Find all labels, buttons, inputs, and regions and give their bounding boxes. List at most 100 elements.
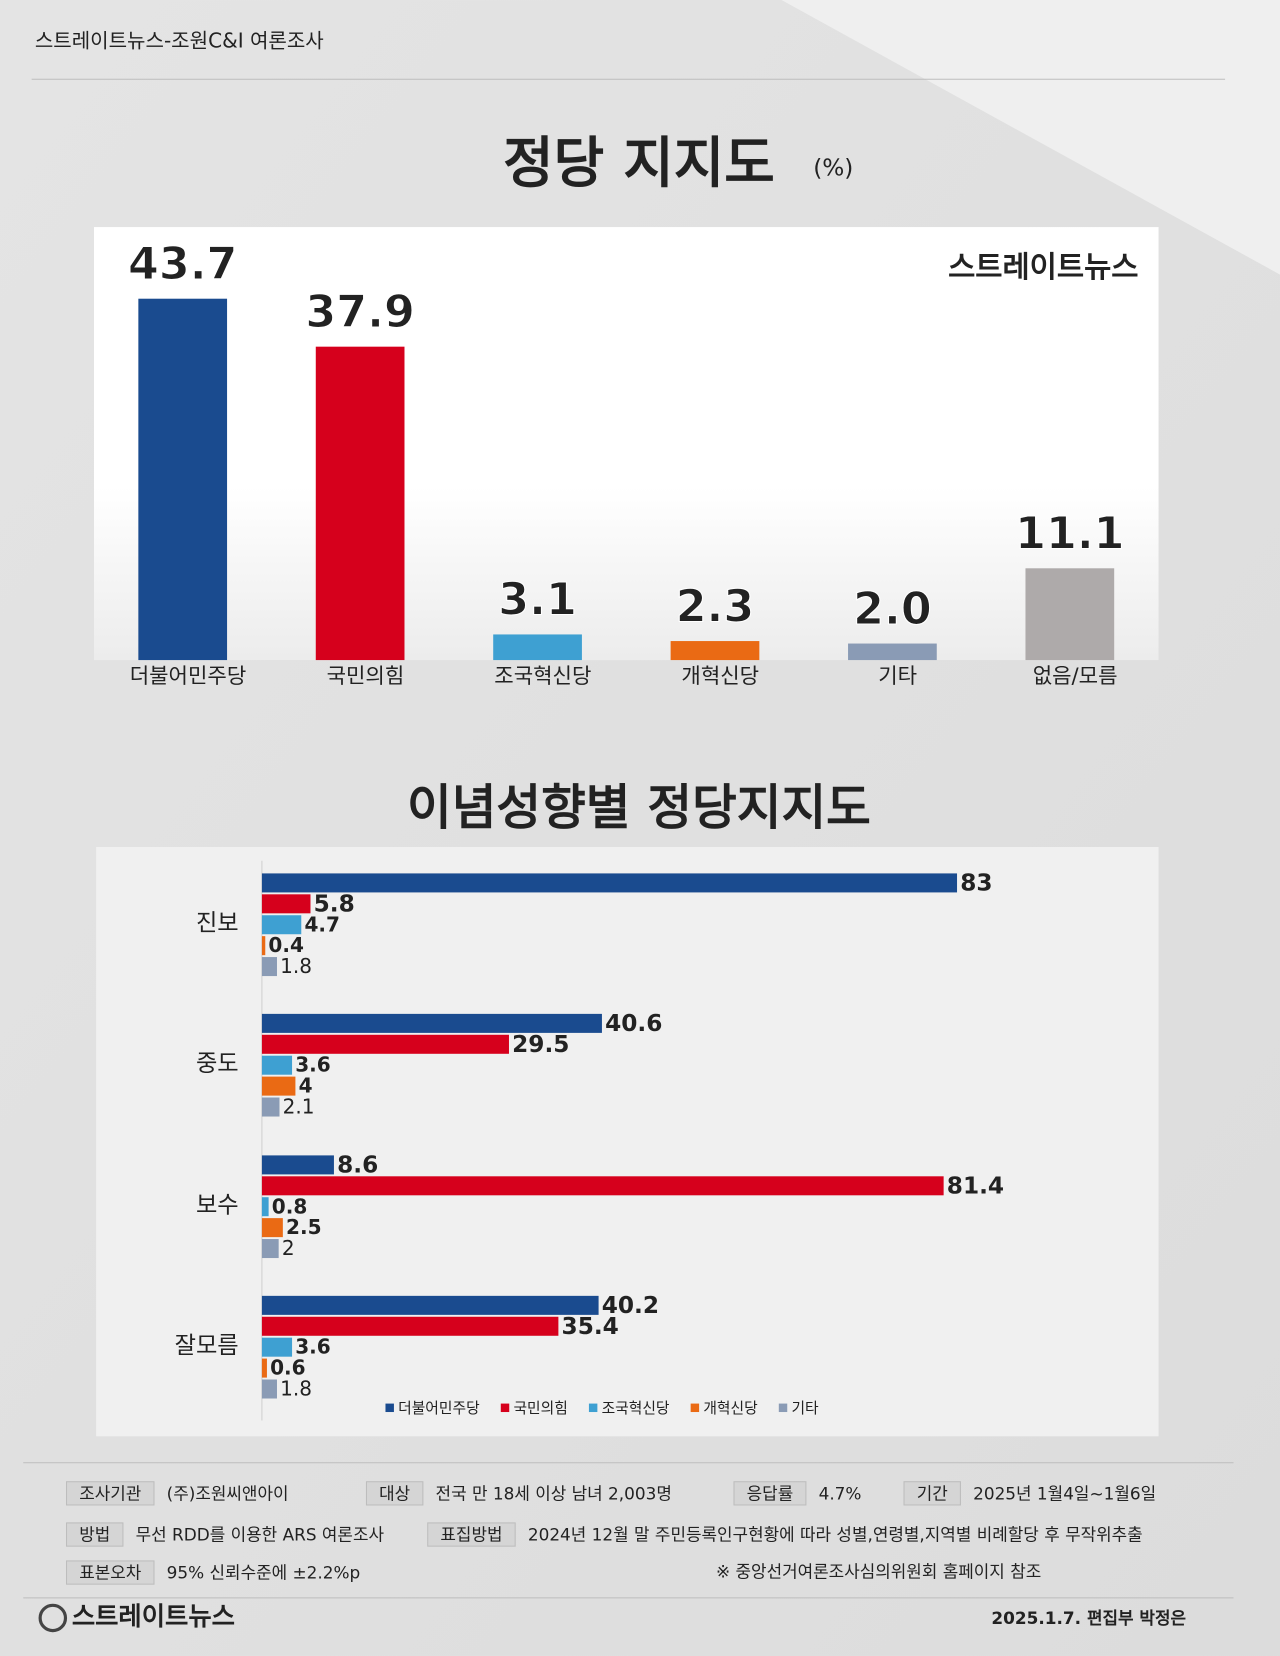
legend-label: 기타 xyxy=(791,1400,819,1417)
legend-label: 개혁신당 xyxy=(703,1400,758,1417)
footer-label: 응답률 xyxy=(747,1483,794,1503)
bar xyxy=(261,1034,509,1054)
category-label: 진보 xyxy=(196,910,239,937)
bar xyxy=(261,1155,334,1175)
chart-panel xyxy=(93,227,1159,661)
bar xyxy=(261,1076,296,1096)
watermark: 스트레이트뉴스 xyxy=(948,250,1138,284)
bar xyxy=(261,1013,602,1033)
footer-label: 표본오차 xyxy=(79,1563,142,1583)
value-label: 4 xyxy=(299,1074,313,1098)
chart-title: 정당 지지도 xyxy=(503,131,775,195)
chart-title: 이념성향별 정당지지도 xyxy=(407,780,871,836)
value-label: 5.8 xyxy=(314,890,355,917)
footer-label: 기간 xyxy=(917,1483,948,1503)
legend-swatch xyxy=(588,1403,598,1413)
label-box xyxy=(365,1481,424,1506)
bar xyxy=(261,1379,277,1399)
footer-label: 대상 xyxy=(379,1483,410,1503)
bar xyxy=(261,894,311,914)
value-label: 3.1 xyxy=(498,575,577,626)
footer-value: 4.7% xyxy=(819,1483,862,1503)
legend-label: 국민의힘 xyxy=(513,1400,567,1417)
logo-icon xyxy=(38,1603,68,1633)
value-label: 1.8 xyxy=(280,1377,312,1401)
category-label: 보수 xyxy=(196,1192,239,1219)
chart-panel xyxy=(96,847,1159,1437)
value-label: 40.6 xyxy=(605,1010,662,1037)
bar xyxy=(261,957,277,977)
bar xyxy=(848,643,937,661)
footer-date: 2025.1.7. 편집부 박정은 xyxy=(991,1608,1186,1628)
value-label: 0.4 xyxy=(268,933,304,957)
bar xyxy=(138,298,228,661)
value-label: 3.6 xyxy=(295,1053,331,1077)
value-label: 4.7 xyxy=(304,912,340,936)
value-label: 2.3 xyxy=(676,581,755,632)
category-label: 없음/모름 xyxy=(1033,663,1118,688)
footer-label: 조사기관 xyxy=(79,1483,141,1503)
category-label: 개혁신당 xyxy=(681,663,759,688)
value-label: 43.7 xyxy=(128,239,237,290)
bar xyxy=(261,915,302,935)
bar xyxy=(261,1097,280,1117)
footer-value: 2024년 12월 말 주민등록인구현황에 따라 성별,연령별,지역별 비례할당… xyxy=(528,1525,1143,1545)
bar xyxy=(261,1055,293,1075)
value-label: 2.5 xyxy=(286,1215,322,1239)
category-label: 기타 xyxy=(878,663,917,688)
value-label: 0.6 xyxy=(270,1356,306,1380)
value-label: 11.1 xyxy=(1015,509,1124,560)
legend-label: 조국혁신당 xyxy=(602,1400,670,1417)
footer-label: 방법 xyxy=(79,1525,110,1545)
value-label: 2.1 xyxy=(283,1095,315,1119)
category-label: 중도 xyxy=(196,1050,239,1077)
bar xyxy=(493,634,582,661)
label-box xyxy=(66,1481,155,1506)
footer-value: 95% 신뢰수준에 ±2.2%p xyxy=(167,1563,361,1583)
label-box xyxy=(427,1522,516,1547)
label-box xyxy=(66,1522,124,1547)
legend-swatch xyxy=(690,1403,700,1413)
value-label: 8.6 xyxy=(337,1151,378,1178)
legend-swatch xyxy=(778,1403,788,1413)
value-label: 1.8 xyxy=(280,954,312,978)
bar xyxy=(261,1316,559,1336)
legend-swatch xyxy=(385,1403,394,1413)
bar xyxy=(261,1239,279,1259)
value-label: 35.4 xyxy=(562,1313,619,1340)
footer-value: 전국 만 18세 이상 남녀 2,003명 xyxy=(436,1483,672,1503)
label-box xyxy=(66,1560,155,1585)
footer-value: (주)조원씨앤아이 xyxy=(167,1483,289,1503)
bar xyxy=(261,1197,269,1217)
bar xyxy=(261,1337,293,1357)
value-label: 83 xyxy=(960,869,992,896)
bar xyxy=(261,1295,599,1315)
footer-value: 무선 RDD를 이용한 ARS 여론조사 xyxy=(136,1525,385,1545)
legend-label: 더불어민주당 xyxy=(398,1400,480,1417)
value-label: 29.5 xyxy=(512,1031,569,1058)
bar xyxy=(670,641,760,661)
bar xyxy=(315,346,405,661)
value-label: 81.4 xyxy=(947,1172,1004,1199)
category-label: 국민의힘 xyxy=(327,663,405,688)
category-label: 조국혁신당 xyxy=(494,663,591,688)
header-source: 스트레이트뉴스-조원C&I 여론조사 xyxy=(35,29,324,53)
label-box xyxy=(733,1481,807,1506)
value-label: 2 xyxy=(282,1236,295,1260)
label-box xyxy=(903,1481,961,1506)
bar xyxy=(261,936,266,956)
bar xyxy=(261,1358,267,1378)
value-label: 2.0 xyxy=(853,584,932,635)
legend-swatch xyxy=(500,1403,510,1413)
footer-value: 2025년 1월4일~1월6일 xyxy=(973,1483,1156,1503)
bar xyxy=(261,1218,283,1238)
bar xyxy=(261,873,958,893)
footer-note: ※ 중앙선거여론조사심의위원회 홈페이지 참조 xyxy=(716,1562,1041,1582)
chart-subtitle: (%) xyxy=(813,154,853,181)
value-label: 3.6 xyxy=(295,1335,331,1359)
footer-label: 표집방법 xyxy=(440,1525,502,1545)
bar xyxy=(1025,568,1115,661)
value-label: 0.8 xyxy=(272,1194,308,1218)
